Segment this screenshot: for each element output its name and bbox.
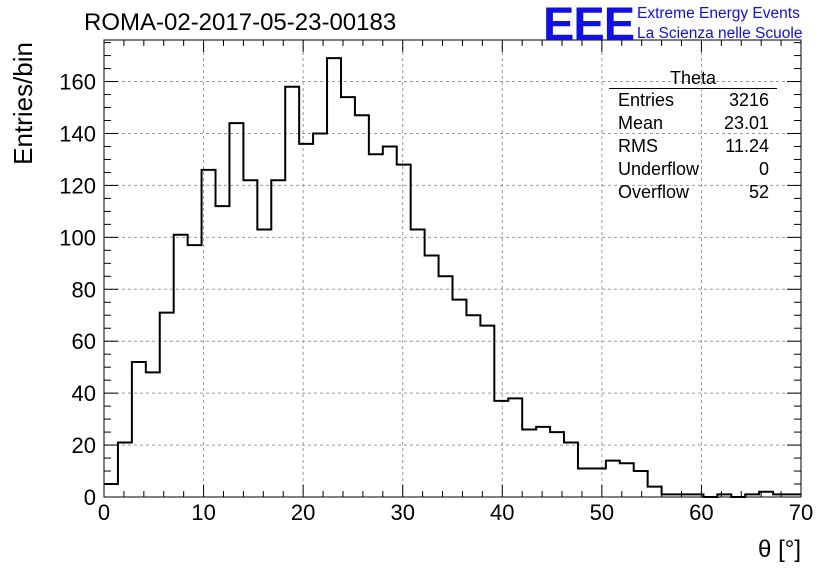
logo-subtitle-line1: Extreme Energy Events <box>637 5 800 22</box>
histogram-bin <box>494 401 508 497</box>
histogram-bin <box>480 326 494 497</box>
histogram-bin <box>578 468 592 497</box>
x-tick-label: 10 <box>191 500 215 525</box>
histogram-bin <box>466 315 480 497</box>
histogram-bin <box>564 442 578 497</box>
stats-value: 11.24 <box>725 136 769 156</box>
y-tick-label: 0 <box>84 485 96 510</box>
histogram-bin <box>202 170 216 497</box>
x-tick-label: 60 <box>689 500 713 525</box>
x-tick-label: 20 <box>291 500 315 525</box>
stats-row-underflow: Underflow 0 <box>609 158 777 181</box>
histogram-outline <box>104 57 801 498</box>
histogram-bin <box>174 235 188 497</box>
histogram-bin <box>522 429 536 497</box>
y-tick-label: 40 <box>72 381 96 406</box>
stats-row-rms: RMS 11.24 <box>609 135 777 158</box>
y-tick-label: 140 <box>59 121 96 146</box>
histogram-bin <box>341 97 355 497</box>
x-tick-label: 30 <box>390 500 414 525</box>
histogram-bin <box>439 276 453 497</box>
histogram-bin <box>383 146 397 497</box>
stats-row-entries: Entries 3216 <box>609 89 777 112</box>
histogram-bin <box>243 180 257 497</box>
stats-row-mean: Mean 23.01 <box>609 112 777 135</box>
histogram-bin <box>453 300 467 497</box>
stats-label: Underflow <box>618 159 700 179</box>
y-tick-label: 80 <box>72 277 96 302</box>
x-tick-label: 0 <box>98 500 110 525</box>
histogram-bin <box>188 245 202 497</box>
histogram-bin <box>327 58 341 497</box>
logo-subtitle-line2: La Scienza nelle Scuole <box>637 25 803 42</box>
histogram-bin <box>104 484 118 497</box>
histogram-bin <box>592 468 606 497</box>
y-tick-label: 160 <box>59 70 96 95</box>
plot-frame <box>103 39 802 498</box>
eee-logo: EEE <box>543 0 635 50</box>
stats-label: Entries <box>618 90 675 110</box>
histogram-bin <box>397 165 411 497</box>
histogram-bin <box>132 362 146 497</box>
histogram-bin <box>160 313 174 497</box>
histogram-bin <box>369 154 383 497</box>
stats-value: 52 <box>748 182 769 202</box>
histogram-bin <box>118 442 132 497</box>
histogram-bin <box>648 487 662 497</box>
stats-value: 3216 <box>728 90 769 110</box>
y-axis-label: Entries/bin <box>8 42 38 165</box>
histogram-bin <box>508 398 522 497</box>
histogram-bin <box>146 372 160 497</box>
stats-label: Overflow <box>618 182 690 202</box>
histogram-bin <box>536 427 550 497</box>
histogram-bin <box>229 123 243 497</box>
x-tick-label: 70 <box>789 500 813 525</box>
histogram-bin <box>299 144 313 497</box>
histogram-bin <box>606 461 620 497</box>
y-tick-label: 100 <box>59 225 96 250</box>
histogram-bin <box>257 230 271 497</box>
x-tick-label: 40 <box>490 500 514 525</box>
histogram-bin <box>425 256 439 497</box>
x-axis-label: θ [°] <box>758 536 801 563</box>
histogram-bin <box>550 432 564 497</box>
stats-row-overflow: Overflow 52 <box>609 181 777 204</box>
stats-label: RMS <box>618 136 658 156</box>
stats-title: Theta <box>609 68 777 89</box>
histogram-bin <box>271 180 285 497</box>
histogram-bin <box>216 206 230 497</box>
y-tick-label: 60 <box>72 329 96 354</box>
histogram-bin <box>355 115 369 497</box>
x-tick-label: 50 <box>590 500 614 525</box>
stats-box: Theta Entries 3216 Mean 23.01 RMS 11.24 … <box>609 68 777 204</box>
y-tick-label: 20 <box>72 433 96 458</box>
stats-value: 23.01 <box>723 113 769 133</box>
stats-value: 0 <box>758 159 769 179</box>
histogram-bin <box>634 471 648 497</box>
histogram-bin <box>313 133 327 497</box>
chart-title: ROMA-02-2017-05-23-00183 <box>84 9 397 36</box>
stats-label: Mean <box>618 113 664 133</box>
histogram-bin <box>285 87 299 497</box>
histogram-bin <box>620 463 634 497</box>
histogram-bin <box>411 230 425 497</box>
y-tick-label: 120 <box>59 173 96 198</box>
